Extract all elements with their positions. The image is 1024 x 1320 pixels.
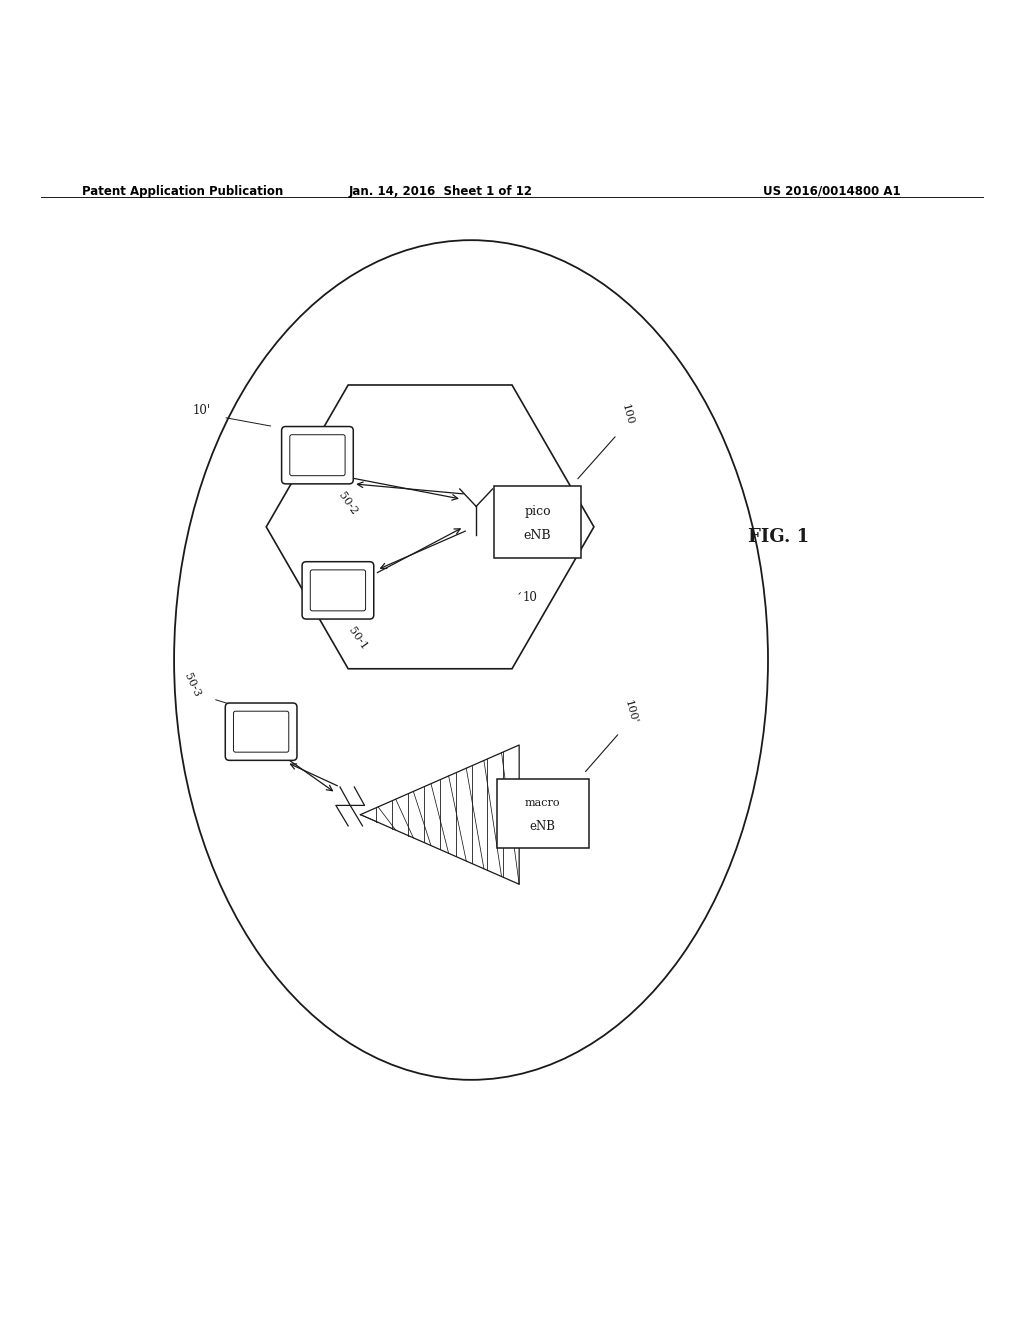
Text: US 2016/0014800 A1: US 2016/0014800 A1 xyxy=(764,185,901,198)
FancyBboxPatch shape xyxy=(225,704,297,760)
Text: 50-3: 50-3 xyxy=(182,672,202,698)
Text: pico: pico xyxy=(524,506,551,517)
Text: 10: 10 xyxy=(522,590,538,603)
Text: 10': 10' xyxy=(193,404,211,417)
Text: 50-1: 50-1 xyxy=(346,626,369,652)
Text: FIG. 1: FIG. 1 xyxy=(748,528,809,546)
Text: eNB: eNB xyxy=(524,528,551,541)
FancyBboxPatch shape xyxy=(302,562,374,619)
Text: Jan. 14, 2016  Sheet 1 of 12: Jan. 14, 2016 Sheet 1 of 12 xyxy=(348,185,532,198)
Text: Patent Application Publication: Patent Application Publication xyxy=(82,185,284,198)
FancyBboxPatch shape xyxy=(497,779,589,849)
FancyBboxPatch shape xyxy=(282,426,353,484)
Text: 100: 100 xyxy=(621,404,635,426)
Text: macro: macro xyxy=(525,799,560,808)
Text: 100': 100' xyxy=(623,700,639,726)
Text: eNB: eNB xyxy=(529,821,556,833)
Polygon shape xyxy=(360,744,519,884)
Text: 50-2: 50-2 xyxy=(336,490,358,516)
FancyBboxPatch shape xyxy=(495,486,582,557)
